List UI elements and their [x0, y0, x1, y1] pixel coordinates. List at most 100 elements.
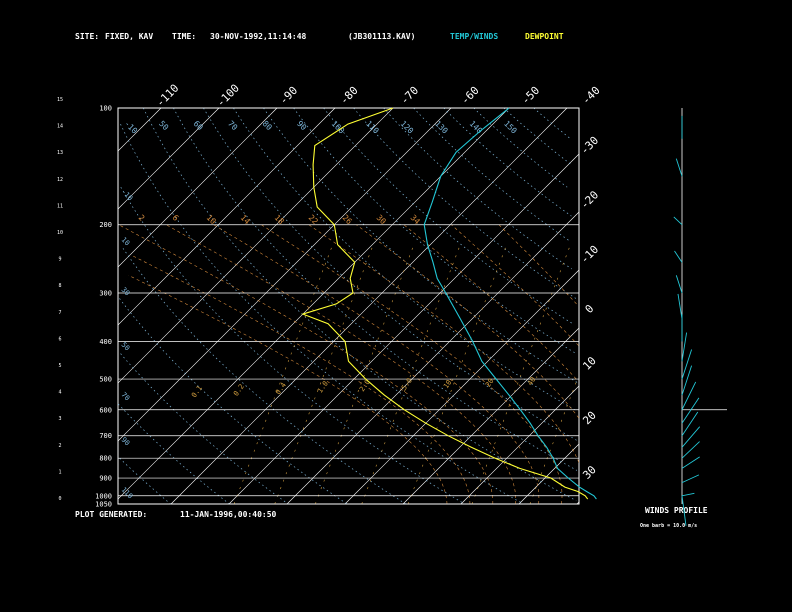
dry-adiabat-line	[120, 123, 524, 505]
wind-barb	[681, 365, 693, 396]
dry-adiabat-label: 50	[157, 119, 170, 132]
isotherm-line	[228, 153, 580, 505]
moist-adiabat-label: 26	[341, 213, 354, 226]
moist-adiabat-line	[118, 224, 494, 504]
wind-barb	[681, 492, 695, 497]
dry-adiabat-side-label: -10	[120, 188, 135, 203]
mixing-ratio-line	[315, 244, 415, 505]
right-temp-tick-label: 10	[580, 354, 599, 373]
mixing-ratio-label: 0.2	[232, 383, 246, 398]
dry-adiabat-line	[119, 298, 348, 505]
dry-adiabat-line	[120, 187, 465, 505]
temp-legend: TEMP/WINDS	[450, 32, 499, 41]
right-temp-tick-label: 0	[583, 302, 597, 316]
dry-adiabat-label: 120	[399, 119, 416, 136]
km-tick-label: 15	[57, 97, 63, 103]
mixing-ratio-label: 0.4	[274, 381, 288, 396]
top-temp-tick-label: -110	[154, 82, 182, 110]
dry-adiabat-side-label: 10	[120, 236, 132, 248]
km-tick-label: 6	[58, 336, 61, 342]
mixing-ratio-line	[274, 244, 374, 505]
mixing-ratio-line	[361, 244, 461, 505]
dry-adiabat-side-label: 70	[120, 391, 132, 403]
pressure-tick-label: 100	[99, 105, 112, 113]
isotherm-line	[117, 107, 336, 326]
top-temp-tick-label: -70	[398, 84, 421, 107]
series-lines	[301, 107, 597, 500]
wind-barb	[681, 397, 700, 424]
wind-barb	[677, 293, 683, 320]
moist-adiabat-line	[403, 224, 577, 380]
isotherm-line	[117, 107, 510, 500]
time-label: TIME:	[172, 32, 197, 41]
km-tick-label: 11	[57, 203, 63, 209]
dry-adiabat-line	[473, 107, 568, 188]
moist-adiabat-label: 6	[171, 213, 181, 223]
km-tick-label: 5	[58, 363, 61, 369]
moist-adiabat-line	[131, 255, 471, 504]
dry-adiabat-side-label: 50	[120, 341, 132, 353]
pressure-tick-label: 800	[99, 455, 112, 463]
mixing-ratio-label: 20.	[484, 374, 498, 389]
moist-adiabat-line	[213, 224, 540, 505]
grid-lines	[117, 107, 580, 505]
dry-adiabat-label: 130	[433, 119, 450, 136]
plot-generated-value: 11-JAN-1996,00:40:50	[180, 510, 277, 519]
isotherm-line	[117, 107, 394, 384]
moist-adiabat-line	[498, 224, 577, 305]
pressure-tick-label: 700	[99, 432, 112, 440]
moist-adiabat-label: 34	[409, 213, 422, 226]
pressure-tick-label: 200	[99, 221, 112, 229]
wind-barb	[674, 250, 683, 263]
right-temp-tick-label: -20	[578, 188, 601, 211]
top-temp-tick-label: -60	[458, 84, 481, 107]
moist-adiabat-line	[356, 224, 580, 419]
mixing-ratio-line	[529, 377, 579, 505]
km-tick-label: 13	[57, 150, 63, 156]
winds-profile	[673, 108, 727, 526]
dewpoint-legend: DEWPOINT	[525, 32, 564, 41]
isotherm-line	[117, 107, 220, 210]
dry-adiabat-side-label: 30	[120, 286, 132, 298]
dry-adiabat-label: 90	[295, 119, 308, 132]
temperature-trace	[423, 107, 597, 500]
mixing-ratio-line	[233, 244, 333, 505]
top-temp-tick-label: -50	[519, 84, 542, 107]
dry-adiabat-line	[533, 107, 571, 139]
right-temp-tick-label: 20	[580, 409, 599, 428]
wind-barb	[681, 474, 700, 484]
pressure-tick-label: 600	[99, 406, 112, 414]
moist-adiabat-line	[261, 224, 563, 505]
pressure-tick-label: 1050	[95, 501, 112, 509]
dry-adiabat-label: 110	[364, 119, 381, 136]
isotherm-line	[117, 107, 278, 268]
dry-adiabat-line	[203, 107, 578, 441]
dry-adiabat-line	[503, 107, 572, 165]
isobars	[118, 107, 579, 505]
file-name: (JB301113.KAV)	[348, 32, 416, 41]
km-tick-label: 10	[57, 230, 63, 236]
isotherm-line	[518, 443, 580, 505]
wind-barb	[675, 158, 683, 177]
dry-adiabat-line	[117, 403, 230, 505]
wind-barb	[681, 349, 693, 380]
dry-adiabat-line	[353, 107, 577, 299]
wind-barb	[681, 332, 688, 362]
pressure-tick-label: 300	[99, 290, 112, 298]
mixing-ratio-label: 2.0	[358, 378, 372, 393]
right-temp-tick-label: -10	[578, 243, 601, 266]
dry-adiabat-line	[173, 107, 578, 471]
pressure-tick-label: 500	[99, 376, 112, 384]
right-temp-tick-label: -30	[578, 134, 601, 157]
km-tick-label: 14	[57, 124, 63, 130]
dry-adiabat-line	[120, 353, 289, 505]
pressure-tick-label: 1000	[95, 492, 112, 500]
isotherm-line	[286, 211, 580, 505]
km-tick-label: 12	[57, 177, 63, 183]
moist-adiabat-line	[451, 224, 579, 346]
top-temp-tick-label: -80	[337, 84, 360, 107]
moist-adiabat-label: 30	[375, 213, 388, 226]
dry-adiabat-side-label: 110	[120, 486, 135, 501]
dry-adiabat-line	[122, 248, 407, 505]
dewpoint-trace	[301, 107, 589, 500]
